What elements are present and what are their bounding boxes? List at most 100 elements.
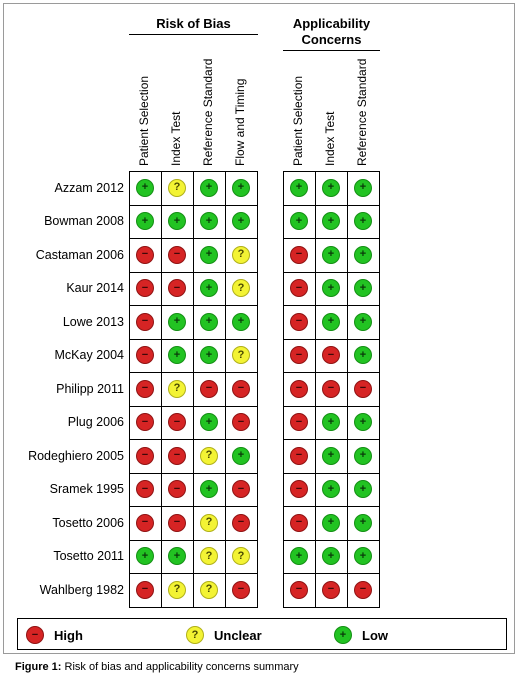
rating-high-icon: − xyxy=(168,245,186,264)
grid-column-line xyxy=(193,171,194,608)
rating-low-icon: + xyxy=(168,312,186,331)
rating-low-icon: + xyxy=(168,346,186,365)
rating-high-icon: − xyxy=(168,446,186,465)
rating-low-icon: + xyxy=(168,547,186,566)
rating-high-icon: − xyxy=(232,580,250,599)
legend-item-low: + Low xyxy=(334,625,388,645)
legend-high-icon: − xyxy=(26,626,44,644)
rating-unclear-icon: ? xyxy=(168,178,186,197)
column-label: Reference Standard xyxy=(355,58,369,166)
rating-high-icon: − xyxy=(290,446,308,465)
rating-low-icon: + xyxy=(168,212,186,231)
group-title: Applicability Concerns xyxy=(283,16,380,51)
rating-low-icon: + xyxy=(322,178,340,197)
figure-frame: Risk of Bias Patient Selection Index Test R… xyxy=(3,3,515,654)
legend-label: Low xyxy=(362,627,388,643)
grid-row-line xyxy=(129,539,258,541)
grid-row-line xyxy=(283,305,380,306)
rating-high-icon: − xyxy=(322,346,340,365)
rating-high-icon: − xyxy=(168,480,186,499)
study-label: McKay 2004 xyxy=(54,348,124,363)
study-label: Rodeghiero 2005 xyxy=(28,448,124,463)
rating-high-icon: − xyxy=(136,379,154,398)
grid-row-line xyxy=(283,573,380,574)
rating-low-icon: + xyxy=(200,245,218,264)
grid-row-line xyxy=(283,372,380,373)
rating-low-icon: + xyxy=(322,279,340,298)
rating-low-icon: + xyxy=(200,480,218,499)
rating-unclear-icon: ? xyxy=(168,580,186,599)
rating-low-icon: + xyxy=(354,346,372,365)
grid-row-line xyxy=(283,506,380,507)
grid-row-line xyxy=(129,405,258,407)
rating-low-icon: + xyxy=(232,446,250,465)
rating-high-icon: − xyxy=(200,379,218,398)
rating-low-icon: + xyxy=(354,547,372,566)
grid-row-line xyxy=(129,472,258,474)
study-label: Azzam 2012 xyxy=(54,180,124,195)
rating-low-icon: + xyxy=(354,312,372,331)
rating-unclear-icon: ? xyxy=(200,446,218,465)
rating-high-icon: − xyxy=(232,379,250,398)
grid-column-line xyxy=(315,171,316,608)
rating-low-icon: + xyxy=(200,312,218,331)
rating-unclear-icon: ? xyxy=(232,245,250,264)
study-label: Plug 2006 xyxy=(67,415,124,430)
rating-high-icon: − xyxy=(136,279,154,298)
rating-unclear-icon: ? xyxy=(168,379,186,398)
rating-low-icon: + xyxy=(322,413,340,432)
rating-low-icon: + xyxy=(322,212,340,231)
rating-high-icon: − xyxy=(354,580,372,599)
grid-row-line xyxy=(283,338,380,340)
grid-column-line xyxy=(225,171,226,608)
grid-row-line xyxy=(129,338,258,340)
rating-high-icon: − xyxy=(136,245,154,264)
caption-text: Risk of bias and applicability concerns … xyxy=(61,661,299,673)
rating-unclear-icon: ? xyxy=(200,513,218,532)
legend-item-high: − High xyxy=(26,625,83,645)
column-label: Patient Selection xyxy=(291,75,305,166)
rating-high-icon: − xyxy=(354,379,372,398)
rating-unclear-icon: ? xyxy=(200,547,218,566)
rating-unclear-icon: ? xyxy=(232,547,250,566)
rating-high-icon: − xyxy=(136,312,154,331)
rating-high-icon: − xyxy=(322,580,340,599)
rating-high-icon: − xyxy=(136,580,154,599)
rating-high-icon: − xyxy=(290,480,308,499)
rating-low-icon: + xyxy=(232,212,250,231)
rating-high-icon: − xyxy=(136,346,154,365)
study-label: Tosetto 2006 xyxy=(52,515,124,530)
study-label: Lowe 2013 xyxy=(62,314,124,329)
grid-row-line xyxy=(129,506,258,507)
rating-low-icon: + xyxy=(200,346,218,365)
rating-low-icon: + xyxy=(290,547,308,566)
rating-high-icon: − xyxy=(136,413,154,432)
grid-column-line xyxy=(161,171,162,608)
rating-high-icon: − xyxy=(136,446,154,465)
study-label: Bowman 2008 xyxy=(44,214,124,229)
rating-low-icon: + xyxy=(232,312,250,331)
rating-low-icon: + xyxy=(322,446,340,465)
grid-row-line xyxy=(283,238,380,239)
study-label: Tosetto 2011 xyxy=(53,549,124,564)
legend-unclear-icon: ? xyxy=(186,626,204,644)
rating-low-icon: + xyxy=(232,178,250,197)
legend-label: Unclear xyxy=(214,627,262,643)
legend-label: High xyxy=(54,627,83,643)
grid-row-line xyxy=(129,573,258,574)
grid-column-line xyxy=(347,171,348,608)
rating-low-icon: + xyxy=(354,480,372,499)
study-label: Philipp 2011 xyxy=(56,381,124,396)
rating-high-icon: − xyxy=(290,413,308,432)
study-label: Kaur 2014 xyxy=(66,281,124,296)
rating-low-icon: + xyxy=(200,279,218,298)
caption-label: Figure 1: xyxy=(15,661,62,673)
rating-low-icon: + xyxy=(354,413,372,432)
rating-low-icon: + xyxy=(354,178,372,197)
rating-low-icon: + xyxy=(322,480,340,499)
rating-high-icon: − xyxy=(136,480,154,499)
rating-low-icon: + xyxy=(354,513,372,532)
group-title: Risk of Bias xyxy=(129,16,258,35)
rating-high-icon: − xyxy=(290,279,308,298)
column-label: Patient Selection xyxy=(137,75,151,166)
